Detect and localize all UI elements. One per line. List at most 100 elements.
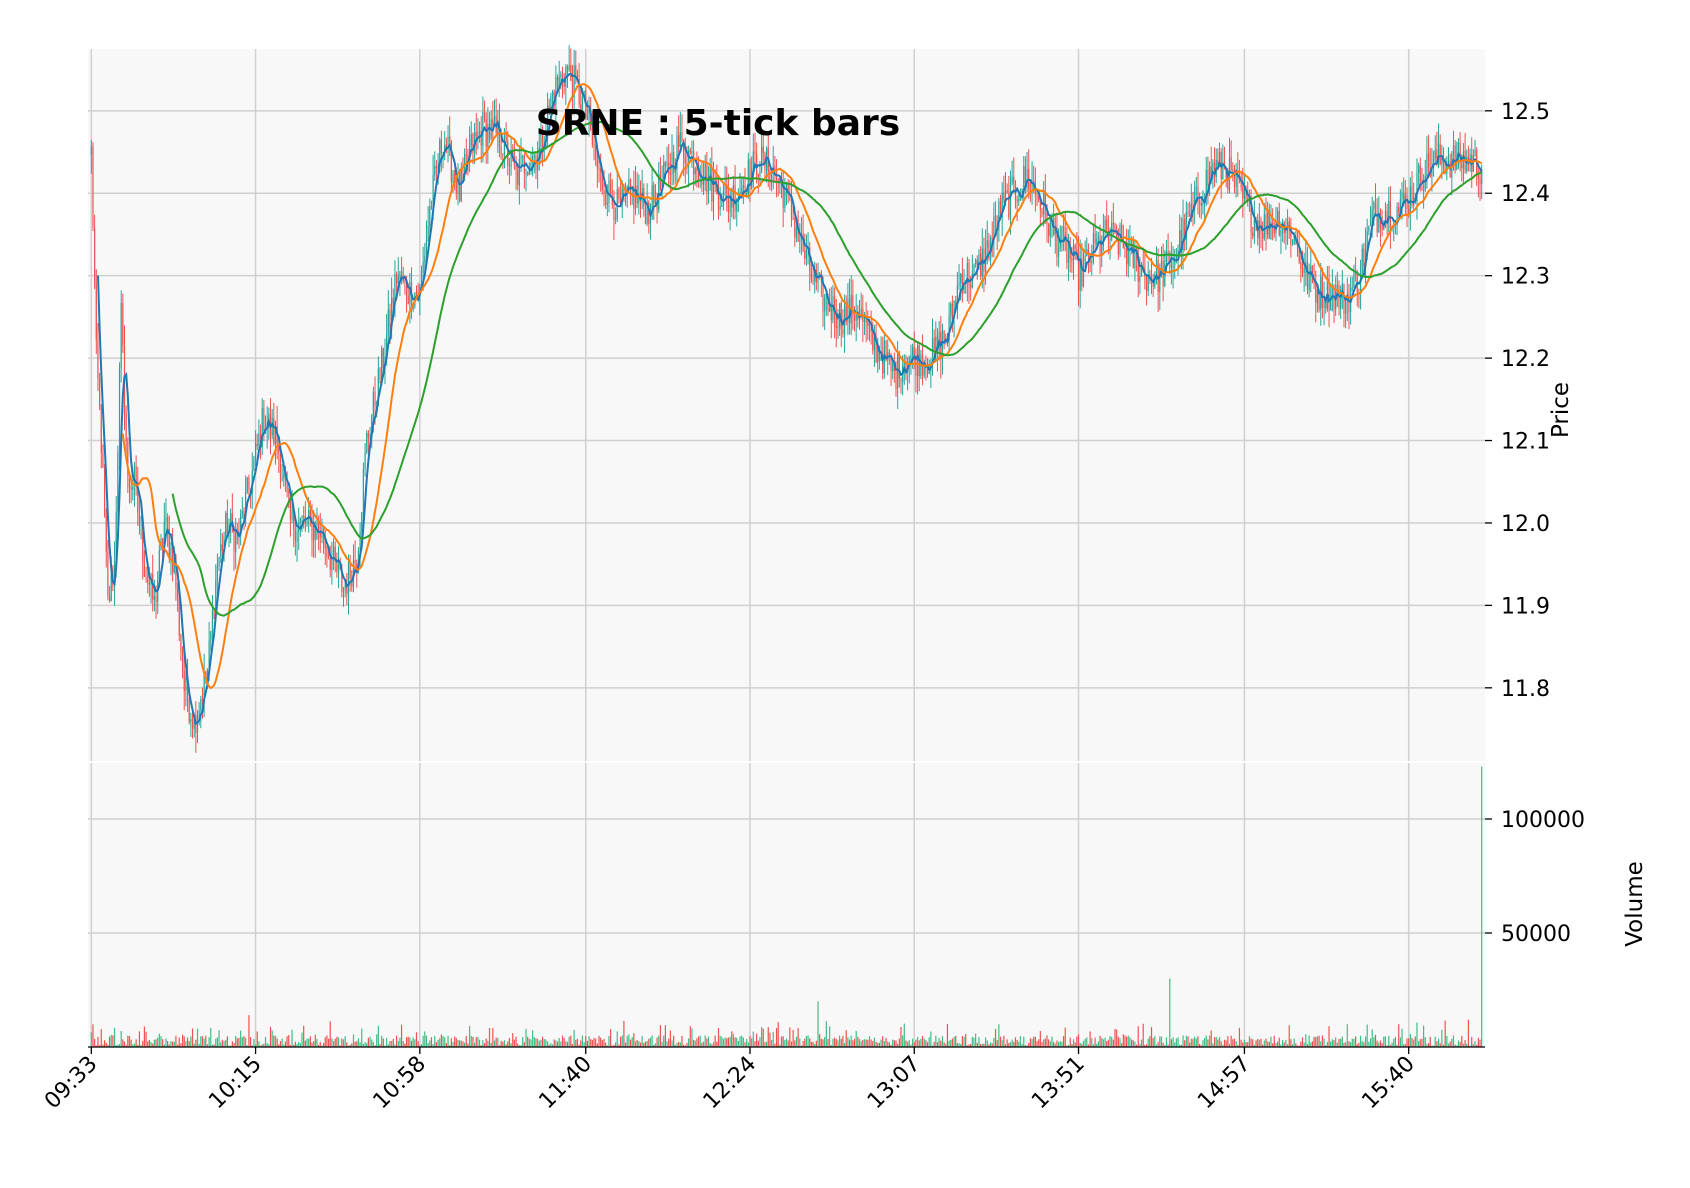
candle-body: [103, 467, 106, 516]
candle-body: [1457, 142, 1460, 159]
candle-body: [752, 151, 754, 170]
volume-bar: [1074, 1042, 1076, 1047]
volume-bar: [1290, 1039, 1292, 1047]
candle-body: [797, 227, 799, 242]
volume-bar: [936, 1042, 939, 1047]
candle-body: [528, 167, 530, 175]
candle-body: [412, 305, 414, 310]
candle-body: [1409, 186, 1411, 214]
volume-bar: [857, 1036, 859, 1047]
volume-bar: [840, 1038, 842, 1047]
volume-bar: [273, 1035, 275, 1047]
candle-body: [770, 173, 773, 183]
candle-body: [1406, 194, 1408, 209]
volume-bar: [804, 1038, 806, 1047]
volume-bar: [623, 1020, 625, 1047]
candle-body: [517, 169, 519, 186]
volume-bar: [729, 1036, 731, 1047]
volume-bar: [780, 1036, 783, 1047]
chart-title: SRNE : 5-tick bars: [536, 103, 900, 144]
volume-bar: [1366, 1024, 1368, 1047]
volume-bar: [464, 1042, 466, 1047]
volume-bar: [240, 1030, 242, 1047]
volume-bar: [1099, 1035, 1101, 1047]
volume-bar: [746, 1039, 748, 1047]
candle-body: [508, 164, 511, 167]
volume-bar: [1303, 1042, 1305, 1047]
x-tick-label: 13:51: [1027, 1052, 1090, 1115]
candle-body: [694, 168, 696, 175]
volume-bar: [261, 1044, 263, 1047]
volume-bar: [1019, 1036, 1022, 1047]
volume-bar: [1434, 1036, 1436, 1047]
candle-body: [497, 120, 499, 133]
candle-body: [638, 193, 640, 204]
candle-body: [1054, 228, 1056, 235]
candle-body: [392, 297, 394, 304]
volume-bar: [1245, 1042, 1247, 1047]
candle-body: [757, 174, 759, 177]
volume-bar: [943, 1042, 945, 1047]
volume-bar: [346, 1042, 348, 1047]
candle-body: [1418, 165, 1420, 173]
volume-bar: [1126, 1036, 1128, 1047]
volume-bar: [181, 1034, 184, 1047]
candle-body: [1252, 233, 1254, 237]
volume-bar: [1004, 1044, 1007, 1047]
volume-bar: [893, 1040, 895, 1047]
candle-body: [1477, 175, 1479, 178]
candle-body: [1447, 161, 1450, 163]
candle-body: [825, 294, 827, 297]
candle-body: [568, 64, 570, 71]
volume-bar: [1009, 1042, 1012, 1047]
volume-bar: [1223, 1039, 1226, 1047]
volume-bar: [712, 1042, 715, 1047]
candle-body: [505, 132, 507, 141]
volume-bar: [1345, 1042, 1347, 1047]
candle-body: [510, 151, 512, 167]
volume-bar: [581, 1035, 584, 1047]
volume-bar: [1341, 1036, 1343, 1047]
volume-bar: [180, 1043, 182, 1047]
candle-body: [110, 573, 112, 602]
candle-body: [1423, 189, 1425, 191]
volume-bar: [459, 1040, 461, 1047]
volume-bar: [576, 1038, 579, 1047]
candle-body: [878, 346, 881, 361]
volume-bar: [1204, 1037, 1206, 1047]
volume-bar: [241, 1037, 243, 1047]
volume-bar: [235, 1035, 237, 1047]
volume-bar: [442, 1036, 444, 1047]
candle-body: [1006, 190, 1008, 193]
volume-bar: [145, 1031, 147, 1047]
candle-body: [1331, 285, 1333, 299]
candle-body: [910, 355, 912, 360]
candle-body: [905, 362, 907, 373]
volume-bar: [770, 1039, 773, 1047]
candle-body: [152, 574, 154, 600]
candle-body: [1321, 276, 1324, 308]
volume-bar: [306, 1038, 308, 1047]
candle-body: [610, 180, 612, 197]
volume-bar: [1363, 1042, 1365, 1047]
volume-bar: [185, 1041, 187, 1047]
volume-bar: [1421, 1038, 1423, 1047]
candle-body: [1369, 219, 1372, 227]
candle-body: [873, 336, 876, 351]
candle-body: [1363, 248, 1365, 266]
price-panel-background: [88, 49, 1485, 762]
candle-body: [933, 337, 935, 351]
volume-bar: [1144, 1044, 1146, 1047]
candle-body: [613, 205, 615, 220]
candle-body: [1023, 166, 1025, 189]
volume-bar: [767, 1027, 769, 1047]
volume-bar: [731, 1031, 733, 1047]
candle-body: [1315, 283, 1317, 303]
volume-bar: [1424, 1037, 1426, 1047]
volume-bar: [636, 1040, 638, 1047]
volume-bar: [1217, 1039, 1219, 1047]
volume-bar: [824, 1037, 826, 1047]
candle-body: [608, 180, 610, 204]
candle-body: [502, 153, 504, 155]
volume-bar: [1333, 1040, 1335, 1047]
